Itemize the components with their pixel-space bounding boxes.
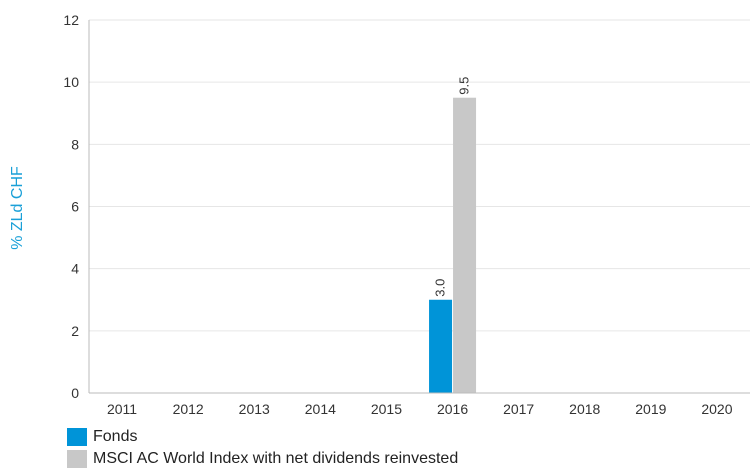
data-labels: 3.0 9.5 [433, 77, 472, 297]
legend-swatch-msci [67, 450, 87, 468]
y-tick-label: 12 [63, 12, 79, 28]
legend-item-fonds: Fonds [67, 426, 458, 448]
x-tick-label: 2016 [437, 401, 468, 417]
y-tick-label: 10 [63, 74, 79, 90]
x-tick-label: 2017 [503, 401, 534, 417]
bars [429, 97, 477, 393]
legend-label-msci: MSCI AC World Index with net dividends r… [93, 450, 459, 467]
x-tick-label: 2019 [635, 401, 666, 417]
x-axis-ticks: 2011 2012 2013 2014 2015 2016 2017 2018 2019 2020 [107, 401, 733, 417]
y-tick-label: 2 [71, 323, 79, 339]
y-tick-label: 4 [71, 261, 79, 277]
x-tick-label: 2011 [107, 401, 137, 417]
legend: Fonds MSCI AC World Index with net divid… [67, 426, 458, 470]
data-label: 9.5 [457, 77, 472, 95]
x-tick-label: 2018 [569, 401, 600, 417]
x-tick-label: 2012 [173, 401, 204, 417]
legend-swatch-fonds [67, 428, 87, 446]
y-axis-label: % ZLd CHF [9, 166, 26, 250]
x-tick-label: 2014 [305, 401, 336, 417]
y-tick-label: 6 [71, 199, 79, 215]
x-tick-label: 2015 [371, 401, 402, 417]
bar [429, 299, 453, 393]
x-tick-label: 2020 [701, 401, 732, 417]
gridlines [89, 19, 750, 332]
legend-label-fonds: Fonds [93, 428, 138, 445]
y-tick-label: 8 [71, 136, 79, 152]
legend-item-msci: MSCI AC World Index with net dividends r… [67, 448, 458, 470]
y-axis-ticks: 0 2 4 6 8 10 12 [63, 12, 79, 401]
data-label: 3.0 [433, 279, 448, 297]
x-tick-label: 2013 [239, 401, 270, 417]
bar [453, 97, 477, 393]
y-tick-label: 0 [71, 385, 79, 401]
